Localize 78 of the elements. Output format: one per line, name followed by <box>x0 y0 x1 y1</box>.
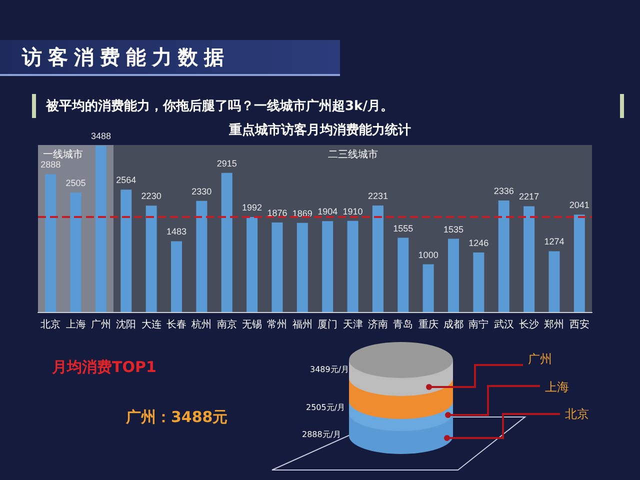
bar <box>272 222 283 312</box>
x-tick-label: 西安 <box>569 318 590 330</box>
bar <box>448 238 459 312</box>
bar <box>372 206 384 312</box>
x-tick-label: 福州 <box>292 318 312 330</box>
bar <box>296 222 308 312</box>
text: 2888元/月 <box>302 429 342 440</box>
data-label: 1904 <box>318 206 338 217</box>
data-label: 1000 <box>418 250 438 260</box>
data-label: 2230 <box>141 191 162 202</box>
bar <box>146 206 157 312</box>
bar <box>422 264 434 312</box>
text: 上海 <box>545 379 569 396</box>
bar <box>548 251 560 312</box>
x-tick-label: 常州 <box>267 318 288 330</box>
text: 3489元/月 <box>310 364 350 375</box>
data-label: 1246 <box>468 238 489 248</box>
data-label: 3488 <box>90 131 111 142</box>
bar <box>171 241 182 312</box>
x-tick-label: 上海 <box>66 318 86 330</box>
band-label: 二三线城市 <box>328 148 378 160</box>
data-label: 2564 <box>116 175 136 186</box>
chart-title: 重点城市访客月均消费能力统计 <box>228 122 411 137</box>
text: 访客消费能力数据 <box>22 44 230 71</box>
text: 广州：3488元 <box>126 408 228 427</box>
text: 北京 <box>565 406 589 423</box>
text: 被平均的消费能力，你拖后腿了吗？一线城市广州超3k/月。 <box>46 98 394 115</box>
x-tick-label: 厦门 <box>318 318 338 330</box>
text: 月均消费TOP1 <box>52 358 156 377</box>
text: 2505元/月 <box>306 402 346 413</box>
data-label: 2915 <box>216 158 237 168</box>
data-label: 2217 <box>519 192 540 202</box>
bar <box>498 200 510 312</box>
bar <box>45 174 56 312</box>
bar <box>322 221 334 312</box>
data-label: 2888 <box>40 160 61 170</box>
data-label: 1274 <box>544 236 564 247</box>
data-label: 2330 <box>192 186 212 196</box>
x-tick-label: 济南 <box>368 318 388 330</box>
bar <box>473 252 484 312</box>
x-tick-label: 南京 <box>216 318 237 330</box>
x-tick-label: 成都 <box>444 318 464 330</box>
bar <box>120 190 132 312</box>
bar <box>574 214 585 312</box>
text: 广州 <box>528 351 552 368</box>
x-tick-label: 郑州 <box>544 318 564 330</box>
bar <box>398 238 409 312</box>
data-label: 1910 <box>342 206 363 216</box>
data-label: 1555 <box>393 223 414 234</box>
bar <box>196 200 208 312</box>
data-label: 1535 <box>443 224 464 234</box>
x-tick-label: 武汉 <box>494 318 514 330</box>
bar <box>524 206 535 312</box>
x-tick-label: 天津 <box>342 318 363 330</box>
x-tick-label: 南宁 <box>468 318 489 330</box>
x-tick-label: 青岛 <box>393 318 414 330</box>
data-label: 1992 <box>242 202 262 212</box>
x-tick-label: 北京 <box>40 318 61 330</box>
data-label: 2505 <box>66 178 86 188</box>
data-label: 1483 <box>166 226 187 237</box>
x-tick-label: 杭州 <box>190 318 212 330</box>
x-tick-label: 广州 <box>90 318 111 330</box>
bar <box>221 172 232 312</box>
data-label: 1876 <box>267 208 288 218</box>
data-label: 2041 <box>569 200 590 210</box>
data-label: 2231 <box>368 191 388 202</box>
x-tick-label: 长沙 <box>519 318 540 330</box>
x-tick-label: 沈阳 <box>116 318 136 330</box>
bar <box>246 216 258 312</box>
x-tick-label: 无锡 <box>242 320 262 330</box>
x-tick-label: 长春 <box>166 318 186 330</box>
data-label: 2336 <box>494 186 514 196</box>
x-tick-label: 大连 <box>141 318 162 330</box>
x-tick-label: 重庆 <box>418 318 438 330</box>
bar <box>347 220 358 312</box>
bar <box>70 192 82 312</box>
bar <box>95 146 106 312</box>
band-label: 一线城市 <box>43 148 83 160</box>
